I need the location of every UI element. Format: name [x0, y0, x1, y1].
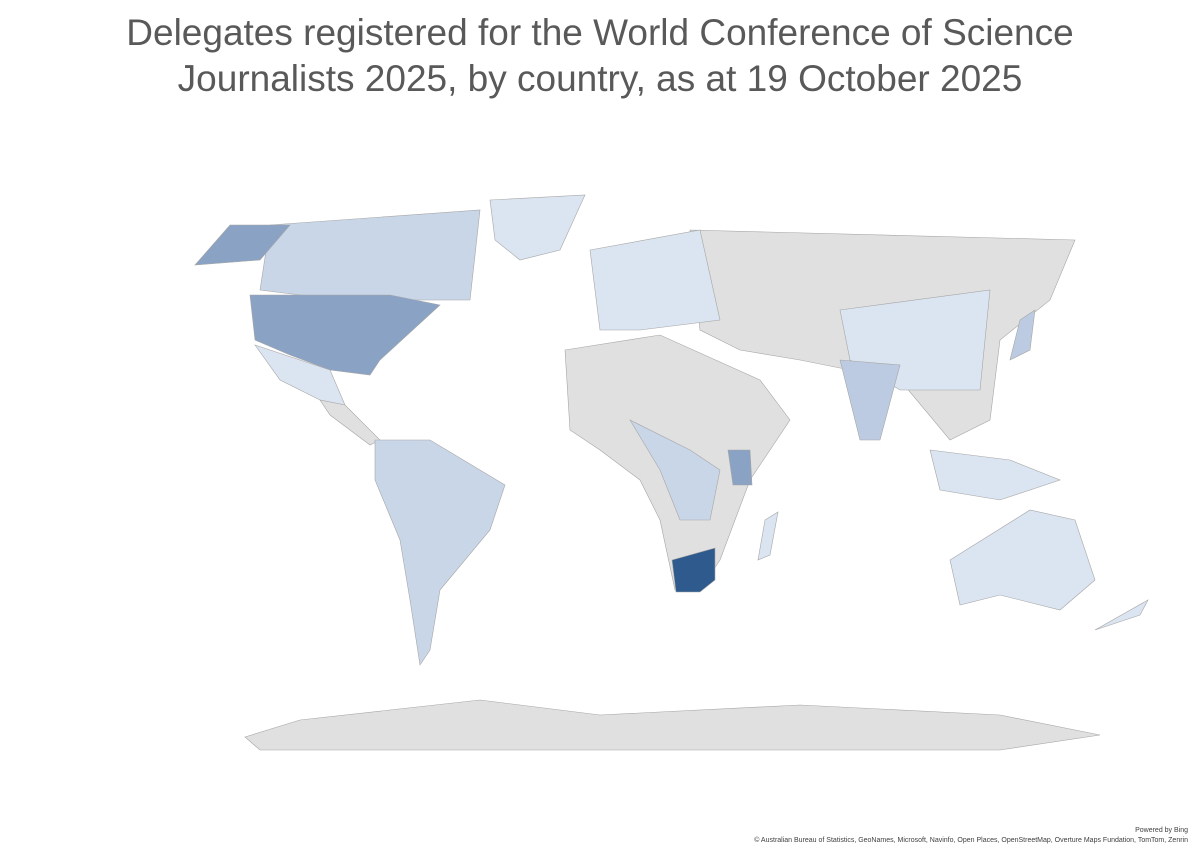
- central-africa: [629, 419, 721, 521]
- powered-by: Powered by Bing: [1135, 827, 1188, 834]
- alaska: [194, 224, 291, 266]
- madagascar: [757, 511, 779, 561]
- central-america: [319, 399, 381, 446]
- india: [839, 359, 901, 441]
- europe: [589, 229, 721, 331]
- kenya: [727, 449, 753, 486]
- south-america: [374, 439, 506, 666]
- japan: [1009, 309, 1036, 361]
- australia: [949, 509, 1096, 611]
- antarctica: [244, 699, 1101, 751]
- greenland: [489, 194, 586, 261]
- usa: [249, 294, 441, 376]
- new-zealand: [1094, 599, 1149, 631]
- map-title: Delegates registered for the World Confe…: [126, 12, 1074, 99]
- south-africa: [671, 547, 716, 593]
- canada: [259, 209, 481, 301]
- southeast-asia: [929, 449, 1061, 501]
- attribution: © Australian Bureau of Statistics, GeoNa…: [754, 837, 1188, 844]
